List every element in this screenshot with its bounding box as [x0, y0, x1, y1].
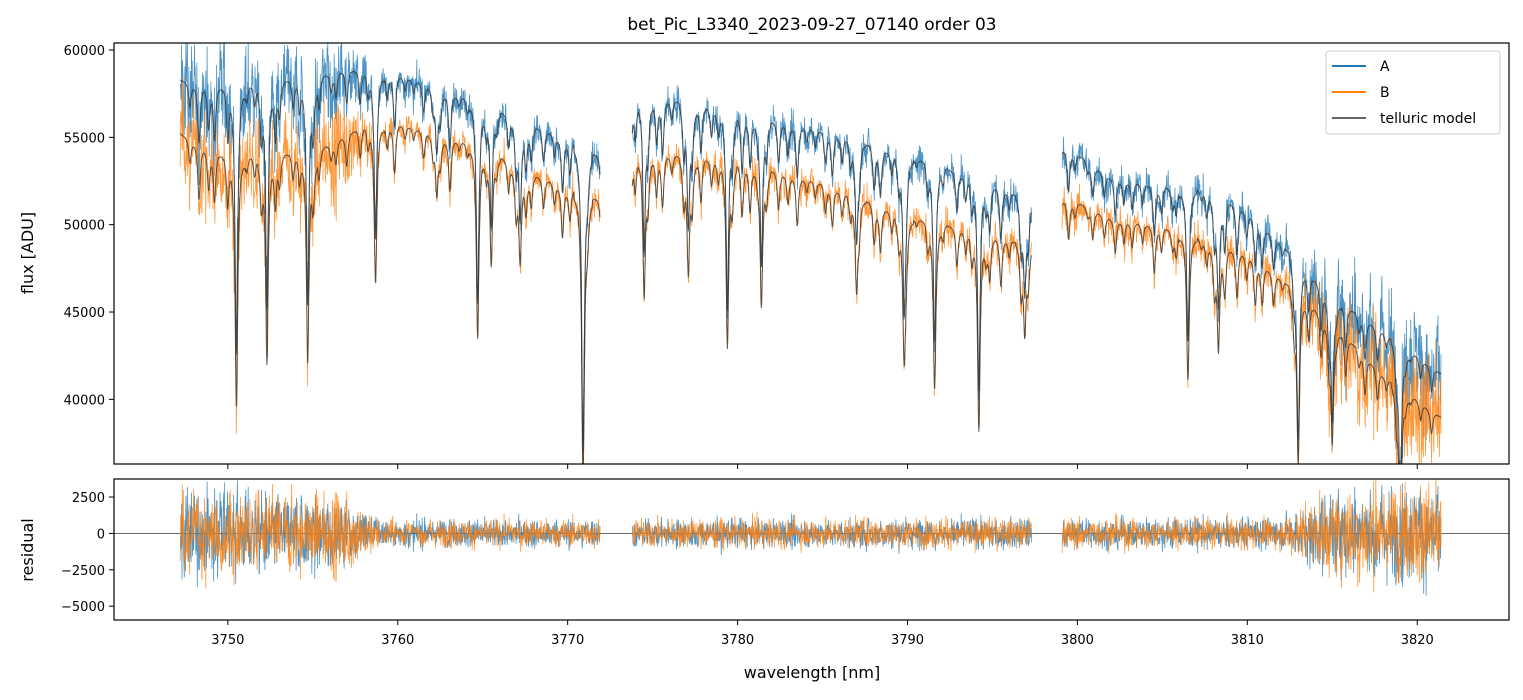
flux-axes-frame [113, 42, 1510, 465]
residual-y-tick-label: −2500 [61, 564, 105, 579]
flux-y-tick-label: 45000 [64, 306, 105, 321]
telluric-model-b-line [180, 126, 1442, 464]
series-b-residual-line [179, 479, 1442, 593]
residual-ylabel: residual [18, 518, 37, 581]
legend-label-telluric: telluric model [1380, 111, 1476, 127]
x-tick-label: 3780 [721, 633, 754, 648]
residual-y-tick-label: 2500 [72, 491, 105, 506]
legend-label-a: A [1380, 59, 1390, 75]
residual-y-tick-label: 0 [97, 527, 105, 542]
x-tick-label: 3750 [211, 633, 244, 648]
residual-plot-area [114, 479, 1509, 596]
series-a-flux-line [179, 43, 1442, 464]
flux-y-tick-label: 40000 [64, 393, 105, 408]
x-tick-label: 3790 [891, 633, 924, 648]
flux-y-tick-label: 50000 [64, 219, 105, 234]
legend-box [1325, 50, 1501, 135]
x-tick-label: 3810 [1231, 633, 1264, 648]
x-tick-label: 3760 [381, 633, 414, 648]
flux-y-tick-label: 55000 [64, 131, 105, 146]
residual-axes-frame [113, 478, 1510, 621]
chart-title: bet_Pic_L3340_2023-09-27_07140 order 03 [627, 15, 996, 35]
x-axis-label: wavelength [nm] [744, 663, 881, 682]
telluric-model-a-line [180, 71, 1442, 464]
flux-y-tick-label: 60000 [64, 44, 105, 59]
legend: A B telluric model [1325, 50, 1501, 135]
flux-plot-area [179, 43, 1442, 464]
legend-label-b: B [1380, 85, 1390, 101]
axis-ticks: 3750 3760 3770 3780 3790 3800 3810 3820 40000 450… [61, 44, 1434, 648]
x-tick-label: 3770 [551, 633, 584, 648]
x-tick-label: 3820 [1401, 633, 1434, 648]
residual-y-tick-label: −5000 [61, 600, 105, 615]
flux-ylabel: flux [ADU] [18, 212, 37, 294]
series-b-flux-line [179, 76, 1442, 464]
x-tick-label: 3800 [1061, 633, 1094, 648]
series-a-residual-line [179, 480, 1442, 596]
